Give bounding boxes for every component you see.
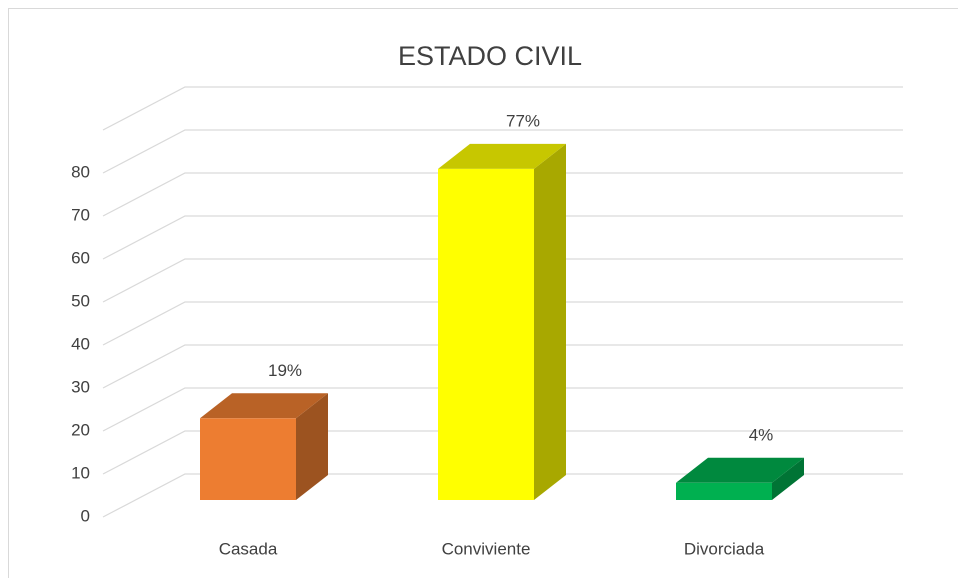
grid-line: [102, 301, 903, 346]
bar-top: [438, 143, 566, 169]
bar: [200, 418, 296, 500]
wall-edge: [102, 86, 903, 131]
y-tick-label: 50: [71, 291, 90, 310]
y-tick-label: 70: [71, 205, 90, 224]
chart-title: ESTADO CIVIL: [398, 41, 582, 71]
data-label: 4%: [749, 425, 774, 444]
y-tick-label: 10: [71, 463, 90, 482]
x-tick-label: Divorciada: [684, 539, 765, 558]
grid-line: [102, 129, 903, 174]
bar-side: [296, 393, 328, 500]
bar-side: [534, 143, 566, 500]
data-label: 77%: [506, 111, 540, 130]
grid-line: [102, 387, 903, 432]
x-tick-label: Conviviente: [442, 539, 531, 558]
bar: [676, 482, 772, 500]
grid-line: [102, 473, 903, 518]
x-tick-label: Casada: [219, 539, 278, 558]
bar-top: [200, 393, 328, 419]
y-tick-label: 20: [71, 420, 90, 439]
y-tick-label: 0: [81, 506, 90, 525]
bar-side: [772, 457, 804, 500]
y-tick-label: 60: [71, 248, 90, 267]
grid-line: [102, 172, 903, 217]
bar: [438, 168, 534, 500]
data-label: 19%: [268, 361, 302, 380]
y-tick-label: 80: [71, 162, 90, 181]
grid-line: [102, 344, 903, 389]
grid-line: [102, 430, 903, 475]
y-tick-label: 40: [71, 334, 90, 353]
y-tick-label: 30: [71, 377, 90, 396]
bar-top: [676, 457, 804, 483]
grid-line: [102, 258, 903, 303]
grid-line: [102, 215, 903, 260]
